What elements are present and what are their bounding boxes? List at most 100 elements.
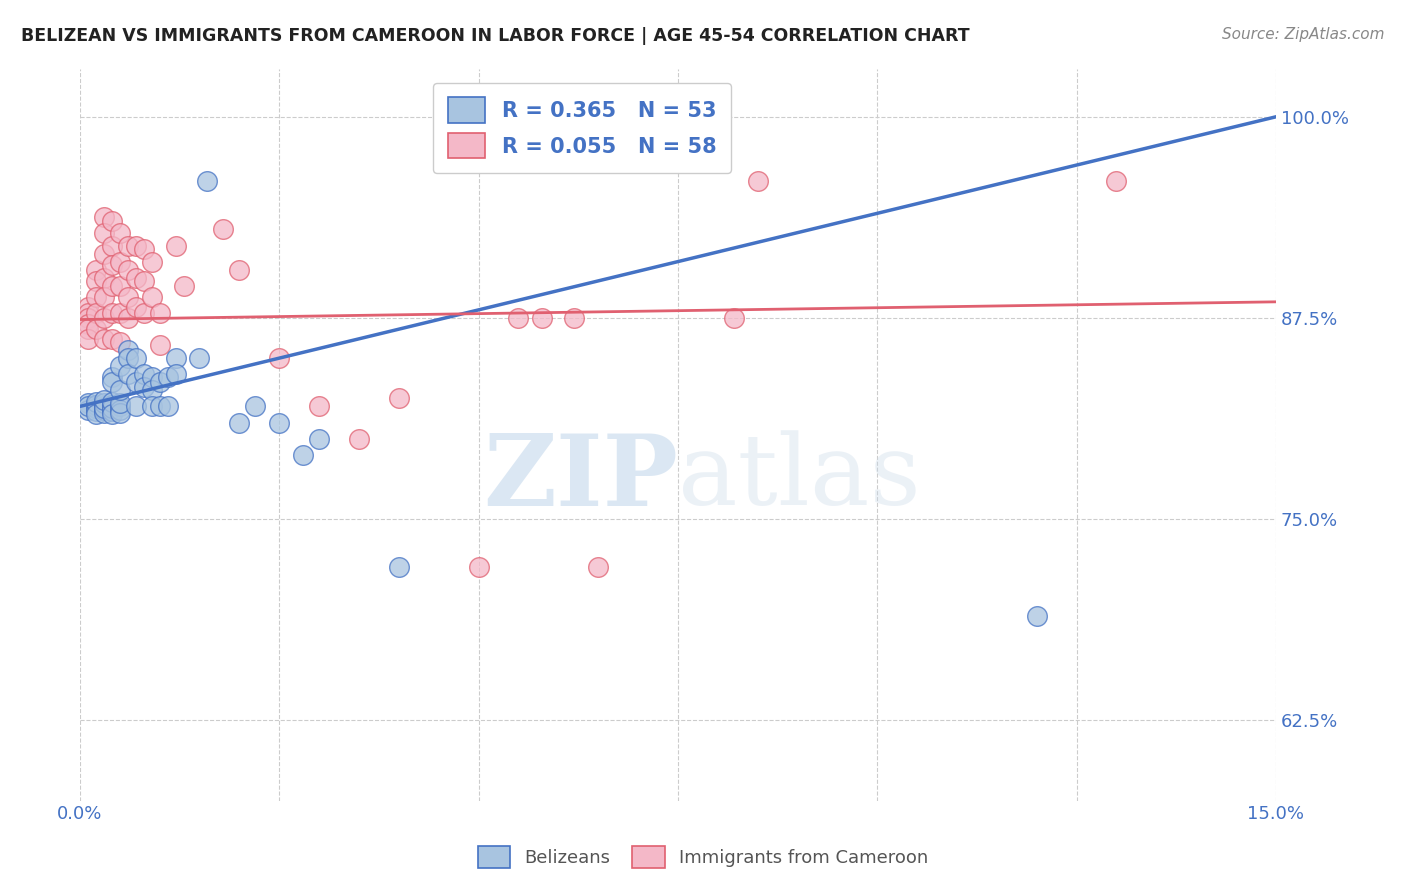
Point	[388, 392, 411, 406]
Point	[125, 300, 148, 314]
Point	[228, 416, 250, 430]
Legend: Belizeans, Immigrants from Cameroon: Belizeans, Immigrants from Cameroon	[467, 835, 939, 879]
Point	[76, 318, 98, 332]
Point	[308, 400, 330, 414]
Point	[100, 394, 122, 409]
Point	[149, 306, 172, 320]
Point	[188, 351, 211, 366]
Point	[100, 306, 122, 320]
Point	[76, 332, 98, 346]
Point	[117, 290, 139, 304]
Point	[108, 254, 131, 268]
Point	[149, 400, 172, 414]
Point	[156, 400, 179, 414]
Point	[76, 400, 98, 414]
Point	[1025, 608, 1047, 623]
Point	[76, 322, 98, 336]
Point	[108, 359, 131, 374]
Point	[100, 258, 122, 272]
Point	[269, 416, 291, 430]
Point	[149, 376, 172, 390]
Point	[125, 351, 148, 366]
Point	[292, 448, 315, 462]
Point	[100, 398, 122, 412]
Point	[108, 226, 131, 240]
Point	[76, 396, 98, 410]
Point	[76, 310, 98, 325]
Point	[197, 174, 219, 188]
Legend: R = 0.365   N = 53, R = 0.055   N = 58: R = 0.365 N = 53, R = 0.055 N = 58	[433, 83, 731, 173]
Point	[132, 274, 155, 288]
Text: atlas: atlas	[678, 431, 921, 526]
Point	[93, 402, 115, 417]
Point	[84, 408, 107, 422]
Point	[93, 332, 115, 346]
Point	[108, 278, 131, 293]
Point	[125, 238, 148, 252]
Point	[165, 351, 187, 366]
Point	[84, 322, 107, 336]
Point	[531, 310, 554, 325]
Point	[76, 306, 98, 320]
Point	[141, 254, 163, 268]
Point	[747, 174, 769, 188]
Point	[156, 370, 179, 384]
Point	[84, 290, 107, 304]
Text: ZIP: ZIP	[484, 430, 678, 527]
Point	[100, 404, 122, 418]
Point	[108, 400, 131, 414]
Point	[125, 400, 148, 414]
Point	[562, 310, 585, 325]
Point	[117, 262, 139, 277]
Point	[84, 306, 107, 320]
Point	[93, 400, 115, 414]
Point	[132, 380, 155, 394]
Point	[108, 402, 131, 417]
Point	[84, 398, 107, 412]
Point	[117, 368, 139, 382]
Point	[149, 338, 172, 352]
Point	[212, 222, 235, 236]
Point	[93, 210, 115, 224]
Point	[84, 404, 107, 418]
Point	[125, 376, 148, 390]
Point	[100, 214, 122, 228]
Point	[93, 392, 115, 407]
Point	[100, 370, 122, 384]
Point	[108, 396, 131, 410]
Point	[228, 262, 250, 277]
Point	[108, 406, 131, 420]
Point	[100, 332, 122, 346]
Point	[467, 560, 489, 574]
Point	[84, 262, 107, 277]
Point	[173, 278, 195, 293]
Point	[108, 306, 131, 320]
Point	[93, 310, 115, 325]
Point	[1105, 174, 1128, 188]
Point	[141, 290, 163, 304]
Point	[117, 351, 139, 366]
Point	[141, 370, 163, 384]
Point	[723, 310, 745, 325]
Point	[100, 278, 122, 293]
Point	[141, 400, 163, 414]
Point	[100, 238, 122, 252]
Point	[100, 401, 122, 415]
Point	[308, 432, 330, 446]
Point	[117, 238, 139, 252]
Point	[508, 310, 530, 325]
Point	[108, 334, 131, 349]
Point	[93, 226, 115, 240]
Point	[93, 246, 115, 260]
Point	[269, 351, 291, 366]
Point	[141, 384, 163, 398]
Point	[76, 300, 98, 314]
Point	[117, 343, 139, 357]
Point	[388, 560, 411, 574]
Point	[117, 310, 139, 325]
Point	[93, 401, 115, 415]
Point	[100, 408, 122, 422]
Point	[165, 368, 187, 382]
Point	[84, 394, 107, 409]
Point	[84, 274, 107, 288]
